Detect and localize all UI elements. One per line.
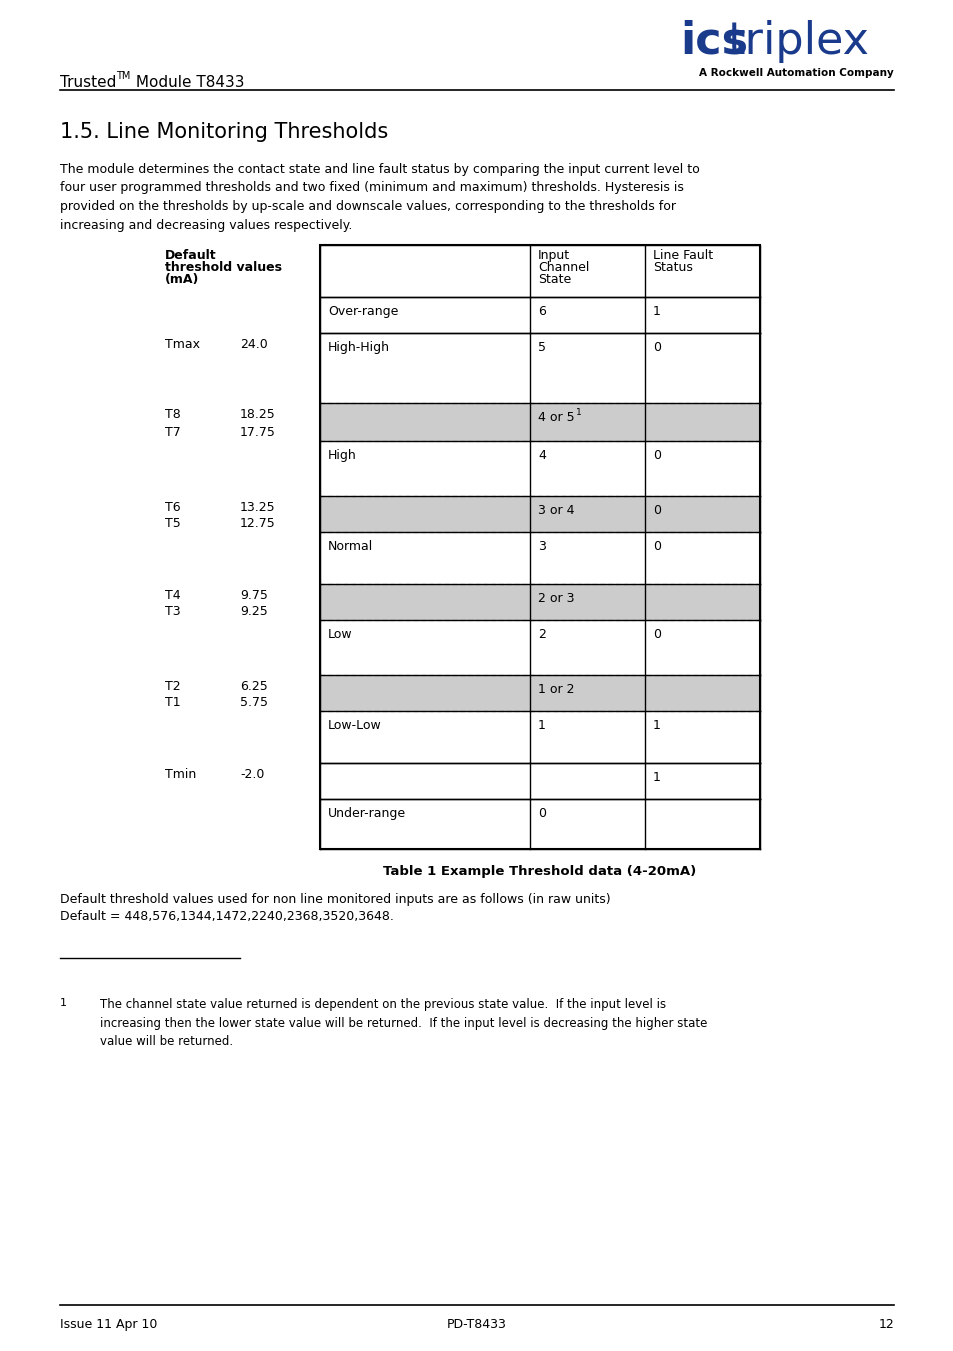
Text: T4: T4	[165, 589, 180, 603]
Text: Normal: Normal	[328, 540, 373, 553]
Text: 1: 1	[537, 719, 545, 732]
Text: Issue 11 Apr 10: Issue 11 Apr 10	[60, 1319, 157, 1331]
Bar	[319, 496, 760, 532]
Text: Default = 448,576,1344,1472,2240,2368,3520,3648.: Default = 448,576,1344,1472,2240,2368,35…	[60, 911, 394, 923]
Text: 3 or 4: 3 or 4	[537, 504, 574, 517]
Text: 0: 0	[652, 504, 660, 517]
Text: Input: Input	[537, 249, 570, 262]
Text: 0: 0	[652, 449, 660, 462]
Text: 9.75: 9.75	[240, 589, 268, 603]
Text: Trusted: Trusted	[60, 76, 116, 91]
Text: Default: Default	[165, 249, 216, 262]
Text: The channel state value returned is dependent on the previous state value.  If t: The channel state value returned is depe…	[100, 998, 706, 1048]
Text: T5: T5	[165, 517, 180, 530]
Text: Tmin: Tmin	[165, 767, 196, 781]
Text: PD-T8433: PD-T8433	[447, 1319, 506, 1331]
Text: 17.75: 17.75	[240, 426, 275, 439]
Text: T7: T7	[165, 426, 180, 439]
Text: High: High	[328, 449, 356, 462]
Text: 1: 1	[652, 771, 660, 784]
Text: 24.0: 24.0	[240, 338, 268, 351]
Text: 4 or 5: 4 or 5	[537, 411, 574, 424]
Text: Default threshold values used for non line monitored inputs are as follows (in r: Default threshold values used for non li…	[60, 893, 610, 907]
Text: Low-Low: Low-Low	[328, 719, 381, 732]
Text: Module T8433: Module T8433	[131, 76, 244, 91]
Text: The module determines the contact state and line fault status by comparing the i: The module determines the contact state …	[60, 163, 699, 231]
Text: 12: 12	[878, 1319, 893, 1331]
Text: 0: 0	[652, 340, 660, 354]
Text: 9.25: 9.25	[240, 605, 268, 617]
Text: 1 or 2: 1 or 2	[537, 684, 574, 696]
Text: 4: 4	[537, 449, 545, 462]
Text: 2: 2	[537, 628, 545, 640]
Bar	[319, 245, 760, 848]
Text: 6.25: 6.25	[240, 680, 268, 693]
Text: State: State	[537, 273, 571, 286]
Text: threshold values: threshold values	[165, 261, 282, 274]
Text: Over-range: Over-range	[328, 305, 398, 317]
Text: T3: T3	[165, 605, 180, 617]
Text: Under-range: Under-range	[328, 807, 406, 820]
Text: 18.25: 18.25	[240, 408, 275, 422]
Text: A Rockwell Automation Company: A Rockwell Automation Company	[699, 68, 893, 78]
Text: 1: 1	[60, 998, 67, 1008]
Text: Tmax: Tmax	[165, 338, 200, 351]
Text: Table 1 Example Threshold data (4-20mA): Table 1 Example Threshold data (4-20mA)	[383, 865, 696, 878]
Text: T1: T1	[165, 696, 180, 709]
Text: Status: Status	[652, 261, 692, 274]
Text: 1: 1	[652, 305, 660, 317]
Text: 1.5. Line Monitoring Thresholds: 1.5. Line Monitoring Thresholds	[60, 122, 388, 142]
Text: TM: TM	[116, 72, 131, 81]
Text: 5: 5	[537, 340, 545, 354]
Text: ics: ics	[679, 20, 747, 63]
Text: 6: 6	[537, 305, 545, 317]
Text: T2: T2	[165, 680, 180, 693]
Text: 0: 0	[652, 540, 660, 553]
Text: 12.75: 12.75	[240, 517, 275, 530]
Text: T6: T6	[165, 501, 180, 513]
Text: -2.0: -2.0	[240, 767, 264, 781]
Text: High-High: High-High	[328, 340, 390, 354]
Bar	[319, 245, 760, 297]
Text: triplex: triplex	[727, 20, 869, 63]
Text: 13.25: 13.25	[240, 501, 275, 513]
Text: Channel: Channel	[537, 261, 589, 274]
Bar	[319, 584, 760, 620]
Text: 1: 1	[652, 719, 660, 732]
Text: T8: T8	[165, 408, 180, 422]
Text: Low: Low	[328, 628, 353, 640]
Text: 2 or 3: 2 or 3	[537, 592, 574, 605]
Text: 0: 0	[652, 628, 660, 640]
Text: 5.75: 5.75	[240, 696, 268, 709]
Text: 0: 0	[537, 807, 545, 820]
Text: (mA): (mA)	[165, 273, 199, 286]
Bar	[319, 676, 760, 711]
Text: 3: 3	[537, 540, 545, 553]
Text: Line Fault: Line Fault	[652, 249, 713, 262]
Bar	[319, 403, 760, 440]
Text: 1: 1	[576, 408, 581, 417]
